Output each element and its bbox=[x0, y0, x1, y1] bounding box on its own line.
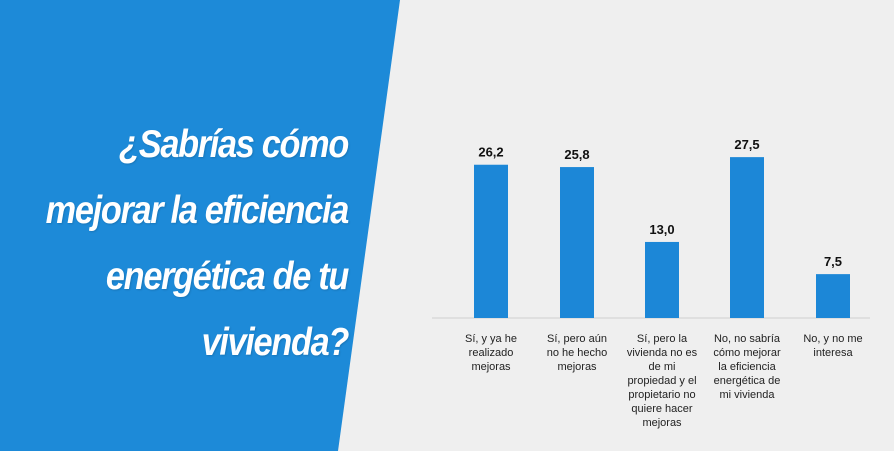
value-label-4: 27,5 bbox=[734, 137, 759, 152]
bar-1 bbox=[474, 164, 508, 318]
category-label-3: Sí, pero la vivienda no es de mi propiedad … bbox=[627, 333, 698, 429]
value-label-1: 26,2 bbox=[478, 145, 503, 160]
bars-group: 26,2 Sí, y ya he realizado mejoras 25,8 Sí, p… bbox=[465, 137, 863, 429]
bar-5 bbox=[816, 274, 850, 318]
category-label-2: Sí, pero aún no he hecho mejoras bbox=[547, 333, 608, 373]
headline-line-1: ¿Sabrías cómo bbox=[119, 123, 349, 166]
category-label-4: No, no sabría cómo mejorar la eficiencia en… bbox=[713, 333, 781, 401]
bar-3 bbox=[645, 241, 679, 318]
headline-line-3: energética de tu bbox=[105, 255, 349, 298]
headline-line-4: vivienda? bbox=[201, 321, 350, 364]
headline-line-2: mejorar la eficiencia bbox=[45, 189, 350, 232]
value-label-3: 13,0 bbox=[649, 222, 674, 237]
bar-2 bbox=[560, 167, 594, 318]
value-label-2: 25,8 bbox=[564, 147, 589, 162]
category-label-1: Sí, y ya he realizado mejoras bbox=[465, 333, 517, 373]
headline: ¿Sabrías cómo mejorar la eficiencia ener… bbox=[42, 112, 350, 376]
value-label-5: 7,5 bbox=[824, 254, 842, 269]
category-label-5: No, y no me interesa bbox=[803, 333, 862, 359]
bar-4 bbox=[730, 157, 764, 318]
